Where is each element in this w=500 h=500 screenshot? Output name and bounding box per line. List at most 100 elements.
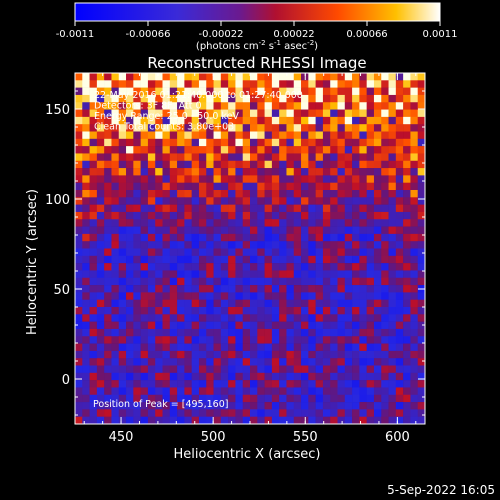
heatmap-cell [373,241,382,249]
heatmap-cell [264,314,273,322]
heatmap-cell [366,175,375,183]
heatmap-cell [330,211,338,220]
heatmap-cell [250,94,258,103]
heatmap-cell [315,109,324,118]
heatmap-cell [352,80,360,88]
heatmap-cell [337,387,346,396]
heatmap-cell [235,219,244,227]
heatmap-cell [279,263,287,271]
heatmap-cell [359,321,367,330]
heatmap-cell [286,233,295,242]
heatmap-cell [75,328,83,337]
heatmap-cell [403,160,411,169]
heatmap-cell [162,131,171,140]
heatmap-cell [410,124,419,132]
heatmap-cell [308,160,316,169]
heatmap-cell [352,358,360,366]
heatmap-cell [388,343,397,352]
heatmap-cell [410,285,419,293]
heatmap-cell [264,350,273,359]
heatmap-cell [133,197,141,205]
heatmap-cell [264,211,273,220]
heatmap-cell [228,226,236,235]
heatmap-cell [395,402,404,410]
heatmap-cell [213,182,222,191]
heatmap-cell [111,307,120,315]
heatmap-cell [417,350,425,359]
heatmap-cell [184,175,192,183]
heatmap-cell [169,197,178,205]
heatmap-cell [126,372,134,381]
heatmap-cell [322,350,331,359]
heatmap-cell [373,380,382,388]
heatmap-cell [308,314,316,322]
heatmap-cell [118,94,127,103]
heatmap-cell [104,190,112,198]
heatmap-cell [403,168,411,176]
heatmap-cell [257,87,265,96]
heatmap-cell [177,394,185,403]
heatmap-cell [373,233,382,242]
heatmap-cell [147,233,156,242]
heatmap-cell [403,409,411,417]
heatmap-cell [279,94,287,103]
heatmap-cell [133,94,141,103]
heatmap-cell [337,299,346,308]
info-line: 22-May-2016 01:21:40.000 to 01:27:40.000 [94,90,303,101]
heatmap-cell [235,343,244,352]
heatmap-cell [344,336,353,344]
heatmap-cell [140,328,149,337]
colorbar-tick-label: -0.00066 [126,29,171,40]
heatmap-cell [118,102,127,110]
heatmap-cell [395,87,404,96]
heatmap-cell [381,350,389,359]
heatmap-cell [220,285,229,293]
heatmap-cell [330,248,338,257]
heatmap-cell [322,343,331,352]
heatmap-cell [177,365,185,374]
heatmap-cell [213,358,222,366]
heatmap-cell [235,204,244,213]
heatmap-cell [177,409,185,417]
heatmap-cell [82,299,90,308]
heatmap-cell [395,146,404,154]
heatmap-cell [228,299,236,308]
heatmap-cell [133,402,141,410]
heatmap-cell [147,321,156,330]
heatmap-cell [140,138,149,147]
heatmap-cell [126,197,134,205]
heatmap-cell [111,226,120,235]
heatmap-cell [140,416,149,424]
heatmap-cell [96,358,105,366]
heatmap-cell [140,263,149,271]
heatmap-cell [228,124,236,132]
heatmap-cell [169,226,178,235]
heatmap-cell [89,307,98,315]
heatmap-cell [381,416,389,424]
heatmap-cell [104,270,112,279]
heatmap-cell [286,380,295,388]
heatmap-cell [293,160,302,169]
heatmap-cell [301,365,309,374]
heatmap-cell [388,116,397,125]
heatmap-cell [177,131,185,140]
heatmap-cell [257,277,265,286]
colorbar-tick-label: -0.00022 [199,29,244,40]
heatmap-cell [89,336,98,344]
heatmap-cell [381,394,389,403]
heatmap-cell [111,116,120,125]
heatmap-cell [82,409,90,417]
heatmap-cell [162,358,171,366]
heatmap-cell [162,394,171,403]
heatmap-cell [126,204,134,213]
heatmap-cell [111,285,120,293]
heatmap-cell [191,248,200,257]
heatmap-cell [147,307,156,315]
heatmap-cell [177,116,185,125]
heatmap-cell [352,138,360,147]
heatmap-cell [206,146,214,154]
heatmap-cell [322,277,331,286]
heatmap-cell [235,409,244,417]
heatmap-cell [198,182,207,191]
heatmap-cell [118,314,127,322]
